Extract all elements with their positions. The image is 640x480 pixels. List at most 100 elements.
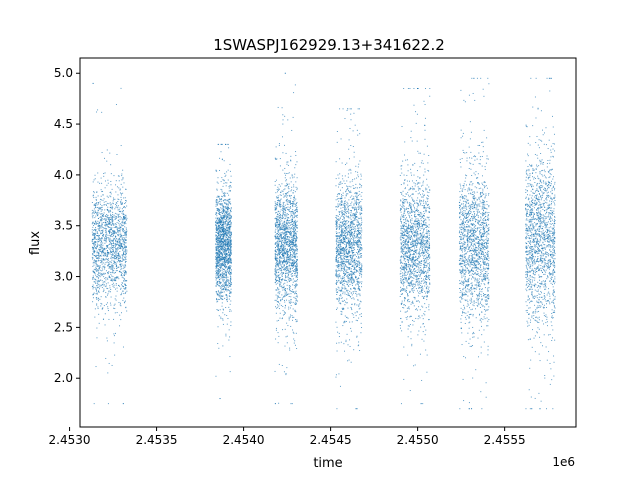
- data-point: [101, 238, 103, 240]
- data-point: [277, 248, 279, 250]
- data-point: [116, 256, 118, 258]
- data-point: [220, 220, 222, 222]
- data-point: [358, 281, 360, 283]
- data-point: [295, 214, 297, 216]
- data-point: [103, 267, 105, 269]
- data-point: [224, 263, 226, 265]
- data-point: [275, 280, 277, 282]
- data-point: [91, 213, 93, 215]
- data-point: [279, 222, 281, 224]
- data-point: [95, 274, 97, 276]
- data-point: [92, 251, 94, 253]
- data-point: [108, 253, 110, 255]
- data-point: [292, 248, 294, 250]
- data-point: [277, 287, 279, 289]
- data-point: [112, 272, 114, 274]
- data-point: [220, 234, 222, 236]
- data-point: [94, 210, 96, 212]
- data-point: [224, 199, 226, 201]
- data-point: [110, 256, 112, 258]
- data-point: [225, 233, 227, 235]
- data-point: [335, 374, 337, 376]
- data-point: [120, 193, 122, 195]
- data-point: [284, 307, 286, 309]
- data-point: [101, 206, 103, 208]
- data-point: [215, 257, 217, 259]
- data-point: [220, 204, 222, 206]
- data-point: [278, 254, 280, 256]
- data-point: [276, 218, 278, 220]
- data-point: [104, 237, 106, 239]
- data-point: [227, 318, 229, 320]
- data-point: [290, 236, 292, 238]
- data-point: [294, 302, 296, 304]
- data-point: [109, 202, 111, 204]
- data-point: [120, 194, 122, 196]
- data-point: [280, 244, 282, 246]
- data-point: [339, 239, 341, 241]
- data-point: [282, 268, 284, 270]
- data-point: [224, 206, 226, 208]
- data-point: [279, 283, 281, 285]
- data-point: [288, 300, 290, 302]
- data-point: [292, 216, 294, 218]
- data-point: [107, 234, 109, 236]
- data-point: [108, 203, 110, 205]
- data-point: [285, 253, 287, 255]
- data-point: [102, 291, 104, 293]
- data-point: [219, 282, 221, 284]
- data-point: [100, 285, 102, 287]
- data-point: [359, 350, 361, 352]
- data-point: [92, 265, 94, 267]
- data-point: [109, 232, 111, 234]
- data-point: [94, 223, 95, 225]
- data-point: [275, 277, 277, 279]
- data-point: [215, 170, 217, 172]
- data-point: [274, 243, 276, 245]
- data-point: [288, 318, 290, 320]
- data-point: [292, 244, 294, 246]
- data-point: [216, 261, 218, 263]
- data-point: [124, 221, 126, 223]
- data-point: [346, 189, 348, 191]
- data-point: [337, 215, 339, 217]
- data-point: [284, 218, 286, 220]
- data-point: [226, 208, 228, 210]
- data-point: [290, 270, 292, 272]
- data-point: [288, 244, 290, 246]
- data-point: [358, 260, 360, 262]
- data-point: [223, 230, 225, 232]
- data-point: [120, 273, 122, 275]
- data-point: [283, 214, 285, 216]
- data-point: [229, 309, 231, 311]
- data-point: [230, 216, 232, 218]
- data-point: [345, 229, 347, 231]
- data-point: [344, 246, 346, 248]
- data-point: [340, 251, 342, 253]
- data-point: [225, 295, 227, 297]
- data-point: [288, 296, 290, 297]
- data-point: [113, 198, 115, 200]
- data-point: [277, 231, 279, 233]
- data-point: [285, 374, 287, 376]
- data-point: [283, 245, 285, 247]
- data-point: [105, 283, 107, 285]
- data-point: [346, 283, 348, 285]
- data-point: [223, 182, 225, 184]
- data-point: [222, 323, 224, 325]
- data-point: [106, 223, 108, 225]
- data-point: [105, 296, 107, 298]
- data-point: [286, 269, 288, 271]
- data-point: [222, 255, 224, 257]
- data-point: [291, 291, 293, 293]
- data-point: [225, 253, 227, 255]
- data-point: [276, 276, 278, 278]
- data-point: [225, 243, 227, 245]
- data-point: [229, 170, 231, 172]
- data-point: [224, 253, 226, 255]
- data-point: [293, 245, 295, 247]
- data-point: [295, 270, 297, 272]
- data-point: [109, 237, 111, 239]
- data-point: [217, 240, 219, 242]
- data-point: [118, 260, 120, 262]
